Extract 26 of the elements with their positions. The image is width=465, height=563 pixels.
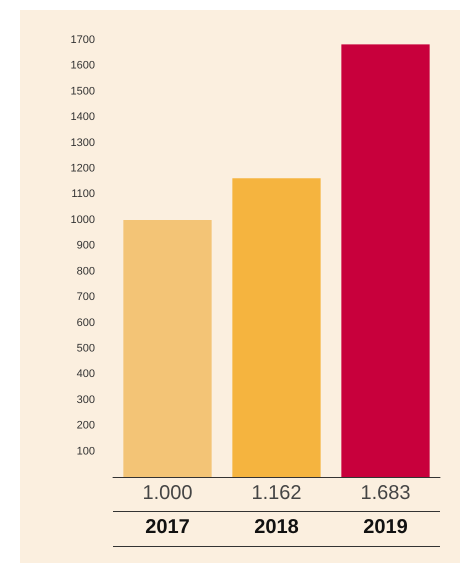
- y-tick-label: 1700: [70, 34, 95, 46]
- data-label: 1.162: [251, 482, 302, 504]
- y-tick-label: 700: [76, 291, 95, 304]
- y-tick-label: 1100: [71, 188, 95, 200]
- y-tick-label: 600: [76, 316, 95, 329]
- x-tick-label: 2017: [145, 516, 190, 538]
- y-tick-label: 500: [76, 342, 95, 354]
- y-tick-label: 300: [76, 394, 95, 406]
- data-label: 1.000: [142, 482, 193, 504]
- y-tick-label: 1600: [70, 60, 95, 72]
- bar: [341, 44, 430, 477]
- y-tick-label: 1400: [70, 111, 95, 124]
- x-tick-label: 2019: [363, 516, 408, 538]
- y-tick-label: 400: [76, 368, 95, 380]
- y-tick-label: 1000: [70, 214, 95, 226]
- y-tick-label: 800: [76, 265, 95, 278]
- y-tick-label: 1500: [70, 85, 95, 98]
- data-label: 1.683: [360, 482, 411, 504]
- y-tick-label: 1200: [70, 162, 95, 175]
- x-tick-label: 2018: [254, 516, 299, 538]
- y-tick-label: 1300: [70, 136, 95, 149]
- bar: [232, 178, 321, 477]
- y-tick-label: 900: [76, 240, 95, 252]
- y-tick-label: 100: [76, 445, 95, 458]
- y-tick-label: 200: [76, 420, 95, 432]
- bar: [123, 220, 212, 477]
